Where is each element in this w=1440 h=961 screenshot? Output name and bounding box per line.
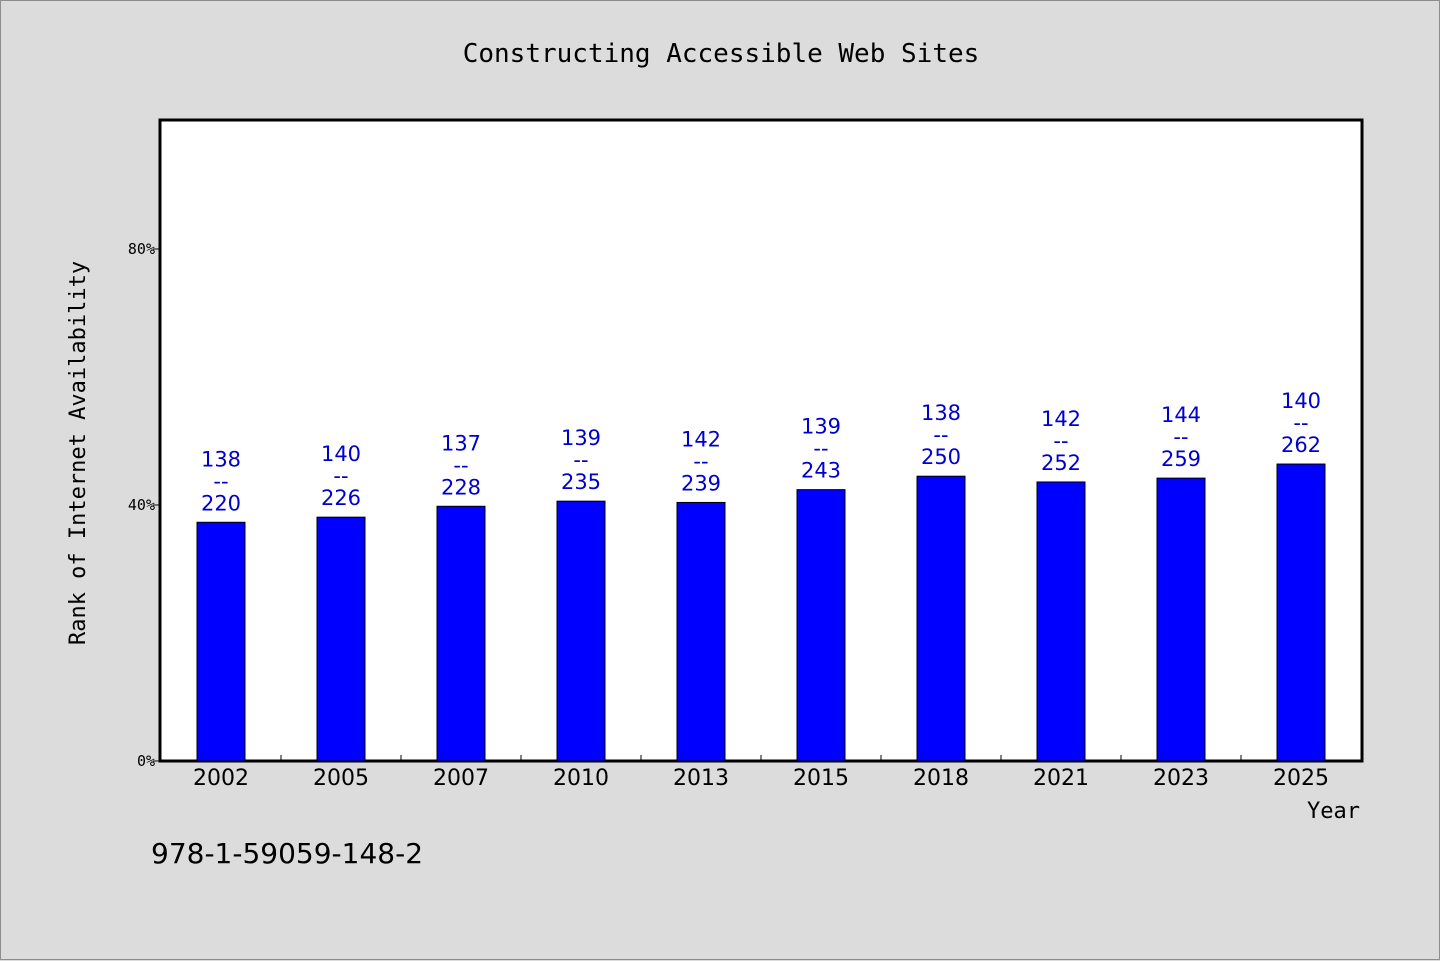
data-label-bottom: 239 <box>681 471 721 495</box>
bar-2007 <box>436 505 486 762</box>
bar-2018 <box>916 475 966 762</box>
bar-series <box>196 463 1326 762</box>
data-label-top: 138 <box>921 401 961 425</box>
x-tick-label: 2005 <box>313 766 369 791</box>
x-tick-label: 2023 <box>1153 766 1209 791</box>
data-labels: 138--220140--226137--228139--235142--239… <box>201 389 1321 515</box>
y-axis-label: Rank of Internet Availability <box>66 261 91 645</box>
y-tick-label: 40% <box>128 496 155 514</box>
data-label-bottom: 235 <box>561 470 601 494</box>
data-label-sep: -- <box>213 469 228 493</box>
y-axis: 0% 40% 80% <box>128 240 161 770</box>
data-label-top: 139 <box>801 415 841 439</box>
bar-2010 <box>556 500 606 762</box>
x-tick-label: 2010 <box>553 766 609 791</box>
data-label-top: 138 <box>201 447 241 471</box>
bar-2025 <box>1276 463 1326 762</box>
y-tick-label: 80% <box>128 240 155 258</box>
data-label-sep: -- <box>693 449 708 473</box>
x-tick-label: 2013 <box>673 766 729 791</box>
data-label-bottom: 259 <box>1161 447 1201 471</box>
data-label-bottom: 220 <box>201 491 241 515</box>
data-label-sep: -- <box>1293 411 1308 435</box>
data-label-bottom: 228 <box>441 475 481 499</box>
y-tick-label: 0% <box>137 752 155 770</box>
x-axis-label: Year <box>1307 799 1360 824</box>
bar-2002 <box>196 521 246 762</box>
data-label-sep: -- <box>813 437 828 461</box>
data-label-top: 137 <box>441 431 481 455</box>
bar-2023 <box>1156 477 1206 762</box>
data-label-bottom: 226 <box>321 486 361 510</box>
data-label-bottom: 243 <box>801 459 841 483</box>
bar-2013 <box>676 501 726 762</box>
x-tick-label: 2015 <box>793 766 849 791</box>
data-label-top: 139 <box>561 426 601 450</box>
data-label-sep: -- <box>573 448 588 472</box>
data-label-top: 142 <box>1041 407 1081 431</box>
bar-2021 <box>1036 481 1086 762</box>
x-tick-label: 2007 <box>433 766 489 791</box>
data-label-sep: -- <box>333 464 348 488</box>
data-label-top: 144 <box>1161 403 1201 427</box>
data-label-top: 140 <box>321 442 361 466</box>
data-label-top: 142 <box>681 427 721 451</box>
x-tick-label: 2021 <box>1033 766 1089 791</box>
data-label-bottom: 262 <box>1281 433 1321 457</box>
isbn-text: 978-1-59059-148-2 <box>151 837 423 870</box>
data-label-sep: -- <box>453 453 468 477</box>
data-label-bottom: 250 <box>921 445 961 469</box>
x-tick-label: 2002 <box>193 766 249 791</box>
x-axis: 2002 2005 2007 2010 2013 2015 2018 2021 2023 2025 <box>193 755 1329 791</box>
chart-title: Constructing Accessible Web Sites <box>463 39 980 69</box>
data-label-sep: -- <box>1173 425 1188 449</box>
bar-2005 <box>316 516 366 762</box>
x-tick-label: 2018 <box>913 766 969 791</box>
data-label-bottom: 252 <box>1041 451 1081 475</box>
data-label-top: 140 <box>1281 389 1321 413</box>
data-label-sep: -- <box>933 423 948 447</box>
bar-2015 <box>796 489 846 762</box>
x-tick-label: 2025 <box>1273 766 1329 791</box>
data-label-sep: -- <box>1053 429 1068 453</box>
